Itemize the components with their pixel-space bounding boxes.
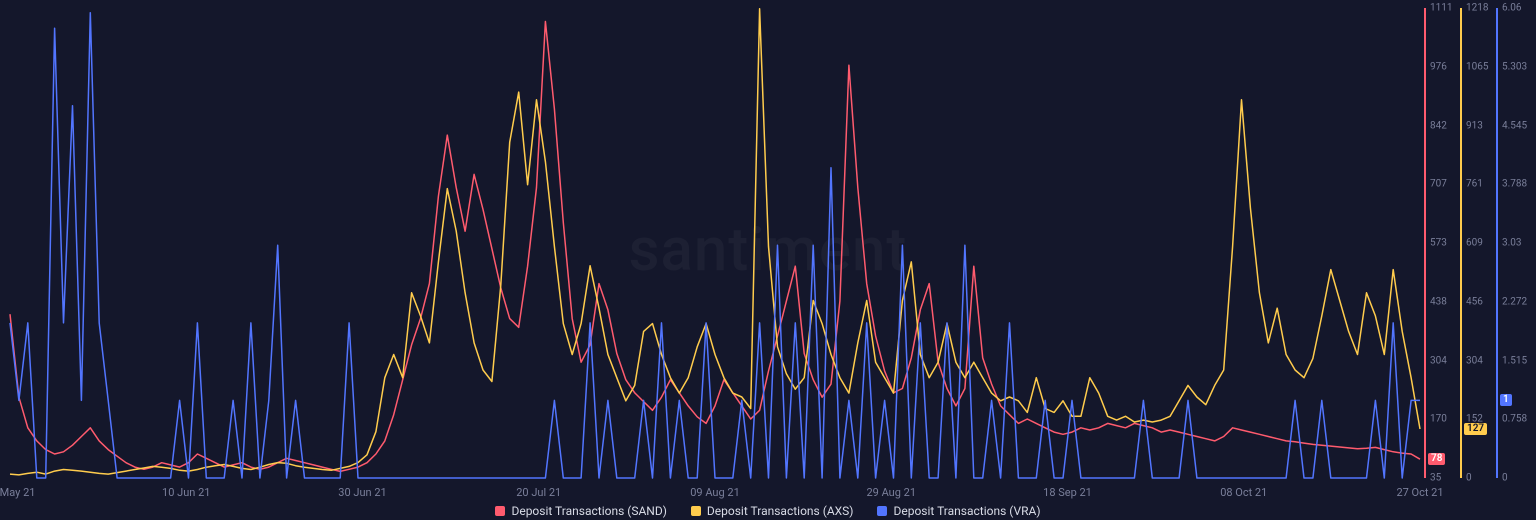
legend-swatch — [877, 506, 887, 516]
y-tick-label-vra: 0 — [1502, 473, 1508, 484]
series-sand — [10, 22, 1420, 472]
y-tick-label-vra: 3.03 — [1502, 238, 1522, 249]
y-tick-label-axs: 1218 — [1466, 3, 1488, 14]
y-axis-sand — [1424, 8, 1426, 478]
legend-swatch — [691, 506, 701, 516]
y-tick-label-axs: 609 — [1466, 238, 1483, 249]
y-tick-label-sand: 438 — [1430, 296, 1447, 307]
y-tick-label-vra: 6.06 — [1502, 3, 1522, 14]
y-tick-label-vra: 1.515 — [1502, 355, 1527, 366]
chart-legend: Deposit Transactions (SAND) Deposit Trans… — [0, 504, 1536, 518]
chart-plot[interactable] — [0, 0, 1536, 520]
current-badge-axs: 127 — [1464, 423, 1487, 435]
current-badge-sand: 78 — [1428, 453, 1445, 465]
y-tick-label-sand: 573 — [1430, 238, 1447, 249]
current-badge-vra: 1 — [1500, 394, 1512, 406]
legend-label: Deposit Transactions (SAND) — [511, 504, 666, 518]
x-tick-label: 29 Aug 21 — [866, 486, 916, 499]
y-tick-label-axs: 0 — [1466, 473, 1472, 484]
y-tick-label-vra: 0.758 — [1502, 414, 1527, 425]
x-tick-label: 27 Oct 21 — [1396, 486, 1443, 499]
y-tick-label-vra: 3.788 — [1502, 179, 1527, 190]
y-tick-label-sand: 1111 — [1430, 3, 1452, 14]
x-tick-label: 30 Jun 21 — [338, 486, 386, 499]
y-tick-label-vra: 2.272 — [1502, 296, 1527, 307]
y-tick-label-axs: 304 — [1466, 355, 1483, 366]
y-tick-label-sand: 842 — [1430, 120, 1447, 131]
x-tick-label: 20 Jul 21 — [516, 486, 561, 499]
y-tick-label-sand: 170 — [1430, 414, 1447, 425]
legend-item-sand[interactable]: Deposit Transactions (SAND) — [495, 504, 666, 518]
x-tick-label: 10 Jun 21 — [162, 486, 210, 499]
y-tick-label-axs: 913 — [1466, 120, 1483, 131]
chart-container: santiment Deposit Transactions (SAND)Dep… — [0, 0, 1536, 520]
y-tick-label-sand: 304 — [1430, 355, 1447, 366]
y-axis-vra — [1496, 8, 1498, 478]
y-tick-label-vra: 5.303 — [1502, 61, 1527, 72]
legend-item-axs[interactable]: Deposit Transactions (AXS) — [691, 504, 854, 518]
y-tick-label-vra: 4.545 — [1502, 120, 1527, 131]
y-axis-axs — [1460, 8, 1462, 478]
y-tick-label-axs: 761 — [1466, 179, 1483, 190]
x-tick-label: 18 Sep 21 — [1043, 486, 1092, 499]
y-tick-label-sand: 35 — [1430, 473, 1441, 484]
series-vra — [10, 13, 1420, 478]
legend-item-vra[interactable]: Deposit Transactions (VRA) — [877, 504, 1040, 518]
y-tick-label-axs: 456 — [1466, 297, 1483, 308]
x-tick-label: 09 Aug 21 — [690, 486, 740, 499]
legend-label: Deposit Transactions (VRA) — [893, 504, 1040, 518]
x-tick-label: 21 May 21 — [0, 486, 35, 499]
legend-swatch — [495, 506, 505, 516]
y-tick-label-sand: 976 — [1430, 61, 1447, 72]
x-tick-label: 08 Oct 21 — [1220, 486, 1267, 499]
y-tick-label-sand: 707 — [1430, 179, 1447, 190]
legend-label: Deposit Transactions (AXS) — [707, 504, 854, 518]
y-tick-label-axs: 1065 — [1466, 62, 1488, 73]
